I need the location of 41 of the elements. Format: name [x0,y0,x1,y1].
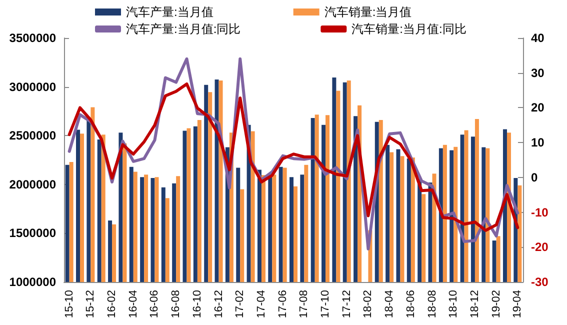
y2-tick-label: -30 [531,275,549,289]
x-tick-label: 16-06 [148,290,161,318]
x-tick-label: 16-08 [170,290,182,318]
x-tick-label: 17-04 [255,290,268,318]
y2-tick-label: 40 [531,31,545,45]
x-tick-label: 16-10 [191,290,204,318]
x-tick-label: 17-06 [276,290,289,318]
x-tick-label: 17-02 [234,290,246,318]
x-tick-label: 18-06 [404,290,417,318]
y2-tick-label: 30 [531,66,545,80]
x-tick-label: 17-12 [340,290,353,318]
y2-tick-label: -20 [531,240,549,254]
x-tick-label: 18-08 [426,290,438,318]
y-tick-label: 1000000 [9,275,56,289]
x-tick-label: 18-10 [448,290,460,318]
x-tick-label: 15-10 [63,290,76,318]
x-tick-label: 19-04 [512,290,524,318]
x-tick-label: 17-10 [320,290,332,318]
y-tick-label: 2000000 [9,177,56,192]
legend-label: 汽车销量:当月值 [324,5,412,19]
y2-tick-label: 0 [531,170,538,184]
x-tick-label: 16-02 [106,290,118,318]
x-tick-label: 17-08 [298,290,310,318]
y2-tick-label: -10 [531,205,549,220]
legend-label: 汽车产量:当月值 [126,5,214,19]
y-tick-label: 3500000 [9,31,56,45]
y-tick-label: 3000000 [9,80,56,94]
legend-label: 汽车产量:当月值:同比 [126,22,241,36]
y2-tick-label: 20 [531,100,545,115]
x-tick-label: 18-04 [384,290,396,318]
y-tick-label: 2500000 [9,128,56,143]
x-tick-label: 15-12 [84,290,97,318]
y2-tick-label: 10 [531,136,545,150]
line-series [68,82,520,232]
x-tick-label: 16-04 [127,290,140,318]
x-tick-label: 18-02 [362,290,374,318]
x-tick-label: 19-02 [490,290,502,318]
y-tick-label: 1500000 [9,226,56,240]
x-tick-label: 18-12 [468,290,481,318]
x-tick-label: 16-12 [212,290,225,318]
legend-label: 汽车销量:当月值:同比 [352,22,466,36]
